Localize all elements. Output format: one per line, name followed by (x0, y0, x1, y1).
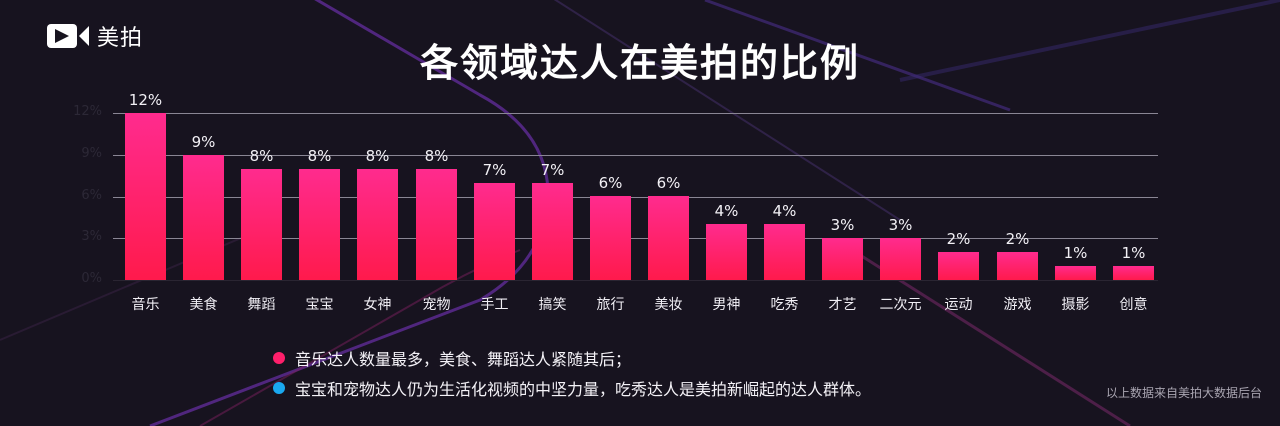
bar-value-label: 2% (1005, 230, 1030, 248)
bar-value-label: 7% (482, 161, 507, 179)
bar-value-label: 1% (1121, 244, 1146, 262)
bar-value-label: 8% (424, 147, 449, 165)
bar-value-label: 2% (946, 230, 971, 248)
x-axis-category-label: 音乐 (131, 297, 160, 313)
y-axis-tick-label: 12% (73, 104, 102, 119)
bar[interactable] (474, 183, 515, 280)
gridline (113, 197, 1158, 198)
x-axis-category-label: 手工 (480, 297, 509, 313)
bar[interactable] (880, 238, 921, 280)
x-axis-category-label: 美食 (189, 297, 218, 313)
bar[interactable] (125, 113, 166, 280)
x-axis-category-label: 二次元 (879, 297, 922, 313)
bar-chart: 0% 3% 6% 9% 12% 12% 音乐 9% 美食 8% 舞蹈 8% 宝宝 8% 女神 8% 宠物 7% 手工… (73, 91, 1158, 313)
note-item: 音乐达人数量最多，美食、舞蹈达人紧随其后； (273, 343, 871, 373)
pink-bullet-icon (273, 352, 285, 364)
x-axis-category-label: 运动 (944, 297, 973, 313)
bar[interactable] (648, 196, 689, 280)
gridline (113, 280, 1158, 281)
blue-bullet-icon (273, 382, 285, 394)
x-axis-category-label: 男神 (712, 297, 741, 313)
y-axis-tick-label: 3% (81, 229, 102, 244)
gridline (113, 113, 1158, 114)
y-axis-tick-label: 6% (81, 188, 102, 203)
x-axis-category-label: 创意 (1119, 297, 1148, 313)
data-source-note: 以上数据来自美拍大数据后台 (1105, 386, 1262, 400)
bar[interactable] (532, 183, 573, 280)
gridline (113, 238, 1158, 239)
x-axis-category-label: 宠物 (422, 297, 451, 313)
bar-value-label: 8% (365, 147, 390, 165)
bar-value-label: 1% (1063, 244, 1088, 262)
notes-list: 音乐达人数量最多，美食、舞蹈达人紧随其后； 宝宝和宠物达人仍为生活化视频的中坚力… (273, 343, 871, 403)
bar[interactable] (764, 224, 805, 280)
x-axis-category-label: 摄影 (1061, 297, 1090, 313)
bar-value-label: 6% (656, 174, 681, 192)
bar-value-label: 8% (307, 147, 332, 165)
x-axis-category-label: 吃秀 (770, 297, 799, 313)
note-text: 音乐达人数量最多，美食、舞蹈达人紧随其后； (295, 350, 632, 369)
x-axis-category-label: 美妆 (654, 297, 683, 313)
bar-value-label: 9% (191, 133, 216, 151)
bar[interactable] (299, 169, 340, 280)
x-axis-category-label: 游戏 (1003, 297, 1032, 313)
bar-value-label: 8% (249, 147, 274, 165)
bar[interactable] (241, 169, 282, 280)
bar-value-label: 6% (598, 174, 623, 192)
y-axis-tick-label: 9% (81, 146, 102, 161)
bar[interactable] (416, 169, 457, 280)
x-axis-category-label: 才艺 (828, 297, 857, 313)
bar[interactable] (1055, 266, 1096, 280)
bar-value-label: 3% (888, 216, 913, 234)
logo-text: 美拍 (97, 26, 144, 51)
bar-value-label: 7% (540, 161, 565, 179)
chart-title: 各领域达人在美拍的比例 (419, 41, 860, 85)
bar-value-label: 4% (772, 202, 797, 220)
bar[interactable] (590, 196, 631, 280)
x-axis-category-label: 舞蹈 (247, 297, 276, 313)
note-text: 宝宝和宠物达人仍为生活化视频的中坚力量，吃秀达人是美拍新崛起的达人群体。 (295, 380, 872, 399)
bar[interactable] (1113, 266, 1154, 280)
bar[interactable] (822, 238, 863, 280)
note-item: 宝宝和宠物达人仍为生活化视频的中坚力量，吃秀达人是美拍新崛起的达人群体。 (273, 373, 871, 403)
bar-value-label: 12% (128, 91, 163, 109)
x-axis-category-label: 女神 (363, 297, 392, 313)
bar[interactable] (706, 224, 747, 280)
bar[interactable] (997, 252, 1038, 280)
meipai-logo: 美拍 (47, 20, 143, 52)
x-axis-category-label: 旅行 (596, 297, 625, 313)
bar[interactable] (938, 252, 979, 280)
bar[interactable] (183, 155, 224, 280)
bar[interactable] (357, 169, 398, 280)
y-axis-tick-label: 0% (81, 271, 102, 286)
bar-value-label: 4% (714, 202, 739, 220)
x-axis-category-label: 搞笑 (538, 297, 567, 313)
bar-value-label: 3% (830, 216, 855, 234)
gridline (113, 155, 1158, 156)
meipai-camera-icon (47, 24, 89, 48)
x-axis-category-label: 宝宝 (305, 297, 334, 313)
